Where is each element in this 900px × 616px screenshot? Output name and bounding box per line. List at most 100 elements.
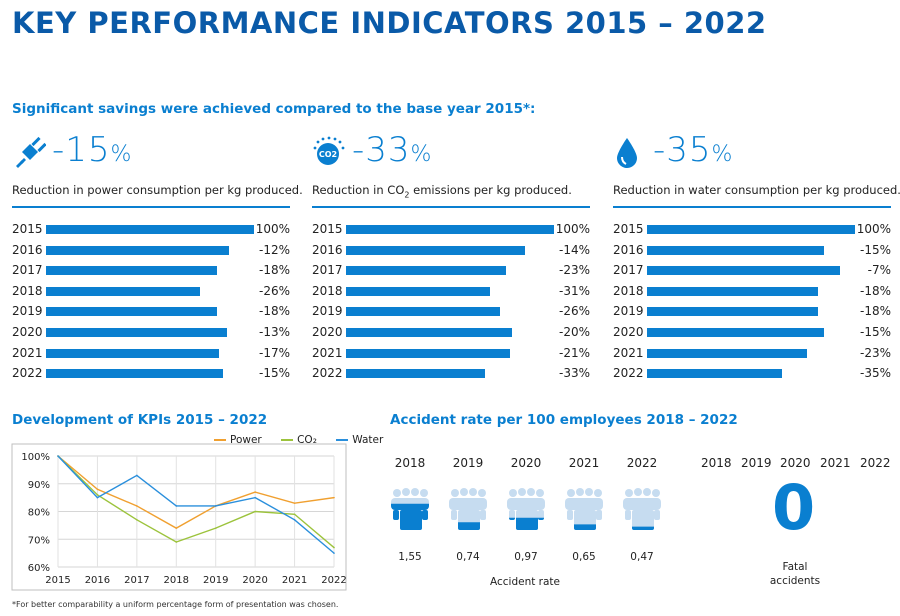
bar-value-label: 100% [555, 222, 590, 236]
kpi-co2: CO2 -33% Reduction in CO2 emissions per … [312, 130, 590, 380]
bar-row: 2022 -15% [12, 364, 290, 384]
kpi-power: -15% Reduction in power consumption per … [12, 130, 303, 380]
bar-value-label: -31% [558, 283, 590, 298]
bar [46, 286, 200, 296]
bar-row: 2021 -23% [613, 344, 891, 364]
bar [647, 286, 818, 296]
water-drop-icon [617, 138, 637, 168]
people-group-icon [449, 488, 487, 530]
legend-item-power: Power [214, 434, 262, 446]
bar-row: 2017 -18% [12, 261, 290, 281]
divider [613, 206, 891, 208]
bar [346, 328, 513, 337]
bar-value-label: -35% [859, 366, 891, 381]
bar-value-label: -26% [258, 283, 290, 298]
data-point [175, 541, 178, 543]
data-point [175, 527, 178, 529]
bar-year-label: 2015 [312, 222, 343, 236]
accident-year-label: 2020 [510, 456, 542, 470]
bar-row: 2016 -15% [613, 241, 891, 261]
accident-rate-value: 1,55 [398, 551, 422, 563]
series-line-1 [57, 455, 335, 549]
bar-year-label: 2016 [312, 242, 343, 257]
accident-year-label: 2018 [394, 456, 426, 470]
power-plug-icon [16, 136, 46, 168]
bar-value-label: -33% [558, 366, 590, 381]
bar-year-label: 2020 [12, 325, 43, 339]
accident-year-label: 2021 [568, 456, 600, 470]
accident-rate-value: 0,65 [572, 551, 596, 563]
bar-value-label: -15% [859, 325, 891, 339]
bar-row: 2019 -26% [312, 302, 590, 322]
bar-row: 2018 -18% [613, 282, 891, 302]
fatal-year-label: 2018 [701, 456, 732, 470]
bar-year-label: 2022 [312, 366, 343, 381]
bar-value-label: -7% [867, 263, 891, 278]
bar-row: 2022 -35% [613, 364, 891, 384]
bar-year-label: 2019 [312, 304, 343, 319]
bar-row: 2020 -15% [613, 323, 891, 343]
bar [647, 307, 818, 317]
accident-rate-value: 0,47 [630, 551, 654, 563]
data-point [293, 502, 296, 504]
data-point [293, 519, 296, 521]
kpi-water: -35% Reduction in water consumption per … [613, 130, 900, 380]
bar-value-label: -18% [258, 304, 290, 319]
kpi-water-value: -35% [653, 130, 734, 170]
x-tick-label: 2018 [164, 575, 189, 586]
bar-year-label: 2018 [613, 283, 644, 298]
bar-value-label: -21% [558, 345, 590, 360]
series-line-0 [57, 455, 335, 529]
data-point [175, 505, 178, 507]
y-tick-label: 70% [28, 535, 50, 546]
bar-value-label: -20% [558, 325, 590, 339]
people-group-icon [565, 488, 603, 530]
y-tick-label: 90% [28, 480, 50, 491]
bar [346, 307, 500, 317]
footnote: *For better comparability a uniform perc… [12, 600, 339, 609]
accident-rate-value: 0,97 [514, 551, 538, 563]
data-point [136, 474, 138, 477]
bar-row: 2015 100% [12, 220, 290, 240]
series-line-2 [57, 455, 335, 554]
bar-row: 2015 100% [312, 220, 590, 240]
bar [346, 348, 511, 358]
page-title: KEY PERFORMANCE INDICATORS 2015 – 2022 [12, 6, 767, 40]
bar-value-label: -23% [859, 345, 891, 360]
kpi-power-description: Reduction in power consumption per kg pr… [12, 183, 303, 197]
data-point [254, 491, 256, 493]
bar-year-label: 2017 [12, 263, 43, 278]
accident-rate-value: 0,74 [456, 551, 480, 563]
x-tick-label: 2020 [242, 575, 267, 586]
bar-year-label: 2020 [613, 325, 644, 339]
bar-row: 2019 -18% [12, 302, 290, 322]
bar-year-label: 2019 [613, 304, 644, 319]
bar-value-label: -15% [258, 366, 290, 381]
bar-year-label: 2015 [12, 222, 43, 236]
bar-row: 2015 100% [613, 220, 891, 240]
bar-row: 2020 -20% [312, 323, 590, 343]
people-group-icon [391, 488, 429, 530]
bar-row: 2017 -7% [613, 261, 891, 281]
bar-year-label: 2021 [312, 345, 343, 360]
data-point [293, 513, 296, 516]
bar-value-label: -13% [258, 325, 290, 339]
data-point [254, 510, 256, 513]
kpi-co2-description: Reduction in CO2 emissions per kg produc… [312, 183, 572, 200]
bar-value-label: -12% [258, 242, 290, 257]
bar [346, 369, 486, 379]
co2-cloud-icon: CO2 [313, 136, 345, 165]
divider [312, 206, 590, 208]
bar [346, 225, 554, 234]
x-tick-label: 2022 [321, 575, 346, 586]
divider [12, 206, 290, 208]
bar-year-label: 2017 [613, 263, 644, 278]
bar-value-label: -18% [258, 263, 290, 278]
bar-year-label: 2020 [312, 325, 343, 339]
bar-year-label: 2021 [12, 345, 43, 360]
data-point [214, 527, 217, 529]
bar [647, 266, 841, 276]
bar [46, 307, 217, 317]
bar [647, 369, 783, 379]
bar [46, 245, 230, 255]
